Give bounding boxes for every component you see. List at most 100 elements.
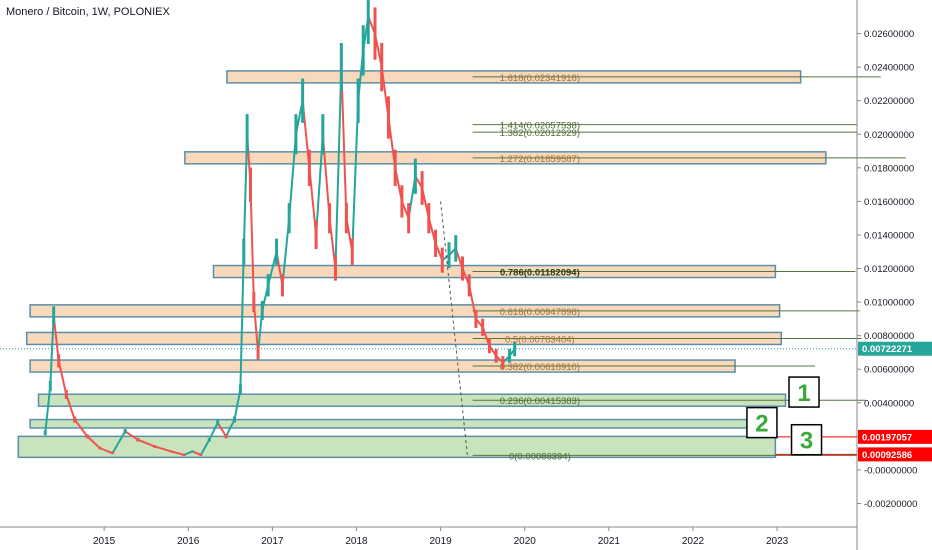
price-candle-52 (427, 203, 431, 234)
price-segment-2 (49, 315, 55, 387)
x-tick-label-2: 2017 (261, 536, 284, 547)
price-segment-20 (233, 389, 242, 420)
price-candle-2 (52, 306, 56, 325)
price-segment-39 (340, 67, 348, 219)
price-candle-5 (73, 416, 77, 423)
annotation-label-2: 2 (755, 411, 768, 438)
fib-label-0: 1.618(0.02341918) (500, 73, 580, 84)
price-segment-10 (124, 430, 139, 441)
x-tick-label-8: 2023 (766, 536, 789, 547)
price-candle-15 (199, 453, 203, 456)
price-candle-40 (350, 238, 354, 265)
fib-label-7: 0.382(0.00618910) (500, 362, 580, 373)
price-candle-50 (413, 158, 417, 194)
price-segment-9 (111, 430, 127, 454)
price-segment-1 (44, 385, 52, 434)
zone-2 (29, 418, 751, 429)
price-candle-47 (393, 149, 397, 186)
y-tick-label-5: 0.01600000 (864, 197, 914, 208)
price-candle-34 (314, 220, 318, 250)
price-series-layer (43, 0, 517, 456)
price-candle-39 (344, 203, 348, 234)
price-candle-14 (190, 450, 194, 453)
price-candle-25 (256, 345, 260, 360)
price-candle-46 (386, 96, 390, 139)
price-candle-20 (238, 384, 242, 395)
annotation-box-2 (746, 406, 778, 439)
price-candle-45 (380, 42, 384, 92)
price-candle-58 (467, 274, 471, 297)
y-tick-label-0: 0.02600000 (864, 29, 914, 40)
annotations-layer: 1 2 3 (746, 376, 823, 456)
price-candle-27 (266, 274, 270, 297)
price-candle-16 (207, 437, 211, 442)
price-segment-11 (137, 438, 155, 448)
price-candle-41 (356, 78, 360, 123)
price-candle-63 (501, 356, 505, 369)
price-candle-62 (494, 348, 498, 363)
x-tick-label-5: 2020 (514, 536, 537, 547)
price-candle-31 (294, 114, 298, 155)
price-candle-0 (43, 430, 47, 436)
price-candle-24 (252, 292, 256, 313)
price-candle-3 (57, 354, 61, 368)
price-candle-21 (242, 238, 246, 265)
price-candle-51 (420, 171, 424, 205)
price-candle-9 (123, 429, 127, 434)
y-tick-label-4: 0.01800000 (864, 163, 914, 174)
y-tick-label-14: -0.00200000 (864, 499, 917, 510)
fib-lines-layer (0, 76, 906, 456)
fib-zones-layer (17, 70, 827, 459)
y-tick-label-9: 0.00800000 (864, 331, 914, 342)
price-segment-21 (239, 251, 245, 390)
fib-label-5: 0.618(0.00947898) (500, 307, 580, 318)
y-tick-label-10: 0.00600000 (864, 365, 914, 376)
price-candle-55 (447, 242, 451, 268)
zone-3 (17, 435, 777, 459)
price-segment-38 (334, 67, 343, 269)
price-candle-7 (98, 446, 102, 450)
price-candle-38 (339, 42, 343, 92)
fib-label-2: 1.382(0.02012929) (500, 128, 580, 139)
x-tick-label-3: 2018 (345, 536, 368, 547)
price-candle-13 (182, 453, 186, 456)
price-segment-7 (86, 435, 101, 449)
red-price-tag-1-label: 0.00092586 (862, 450, 912, 461)
x-tick-label-7: 2022 (682, 536, 705, 547)
red-price-tag-0-bg (858, 429, 932, 444)
price-candle-12 (169, 450, 173, 453)
price-candle-32 (301, 78, 305, 123)
fib-labels-layer: 1.618(0.02341918) 1.414(0.02057538)1.382(… (500, 73, 580, 463)
trend-line (440, 201, 469, 457)
price-candle-49 (407, 203, 411, 234)
price-candle-11 (153, 445, 157, 448)
annotation-box-1 (788, 376, 820, 408)
annotation-label-3: 3 (800, 428, 813, 455)
price-segment-16 (199, 439, 211, 456)
fib-label-4: 0.786(0.01182094) (500, 268, 580, 279)
price-candle-19 (233, 416, 237, 423)
price-candle-1 (48, 380, 52, 392)
annotation-label-1: 1 (797, 380, 810, 407)
price-candle-6 (85, 434, 89, 439)
red-price-tag-1-bg (858, 447, 932, 462)
price-candle-17 (216, 420, 220, 426)
price-segment-8 (99, 447, 113, 455)
price-candle-4 (64, 389, 68, 399)
fib-label-8: 0.236(0.00415383) (500, 396, 580, 407)
y-tick-label-2: 0.02200000 (864, 96, 914, 107)
price-candle-10 (136, 437, 140, 442)
price-segment-24 (249, 184, 255, 303)
y-tick-label-1: 0.02400000 (864, 63, 914, 74)
price-segment-13 (171, 450, 185, 456)
fib-label-1: 1.414(0.02057538) (500, 121, 580, 132)
x-tick-label-1: 2016 (177, 536, 200, 547)
price-candle-23 (248, 167, 252, 202)
price-candle-59 (474, 309, 478, 328)
price-candle-28 (275, 238, 279, 265)
current-price-tag-label: 0.00722271 (862, 344, 913, 355)
price-candle-60 (481, 318, 485, 336)
price-segment-41 (351, 100, 360, 252)
